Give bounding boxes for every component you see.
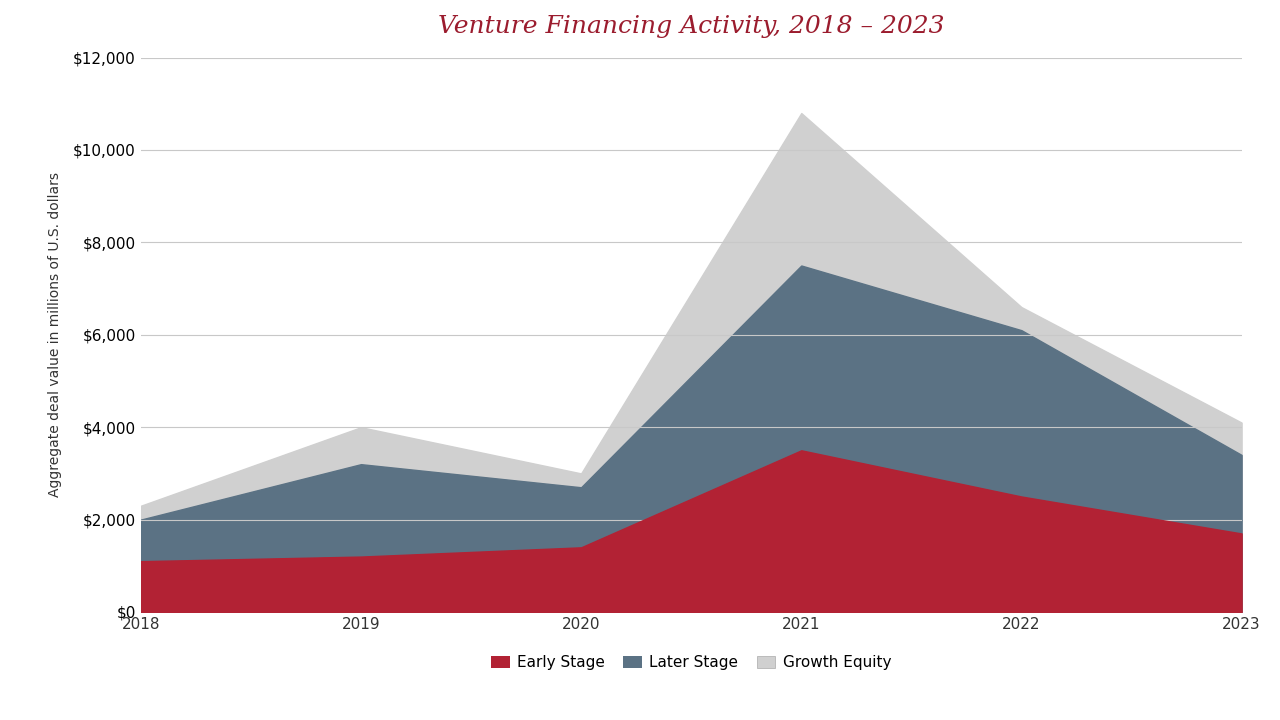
Title: Venture Financing Activity, 2018 – 2023: Venture Financing Activity, 2018 – 2023 [438, 14, 945, 37]
Y-axis label: Aggregate deal value in millions of U.S. dollars: Aggregate deal value in millions of U.S.… [49, 172, 61, 498]
Legend: Early Stage, Later Stage, Growth Equity: Early Stage, Later Stage, Growth Equity [485, 649, 897, 676]
